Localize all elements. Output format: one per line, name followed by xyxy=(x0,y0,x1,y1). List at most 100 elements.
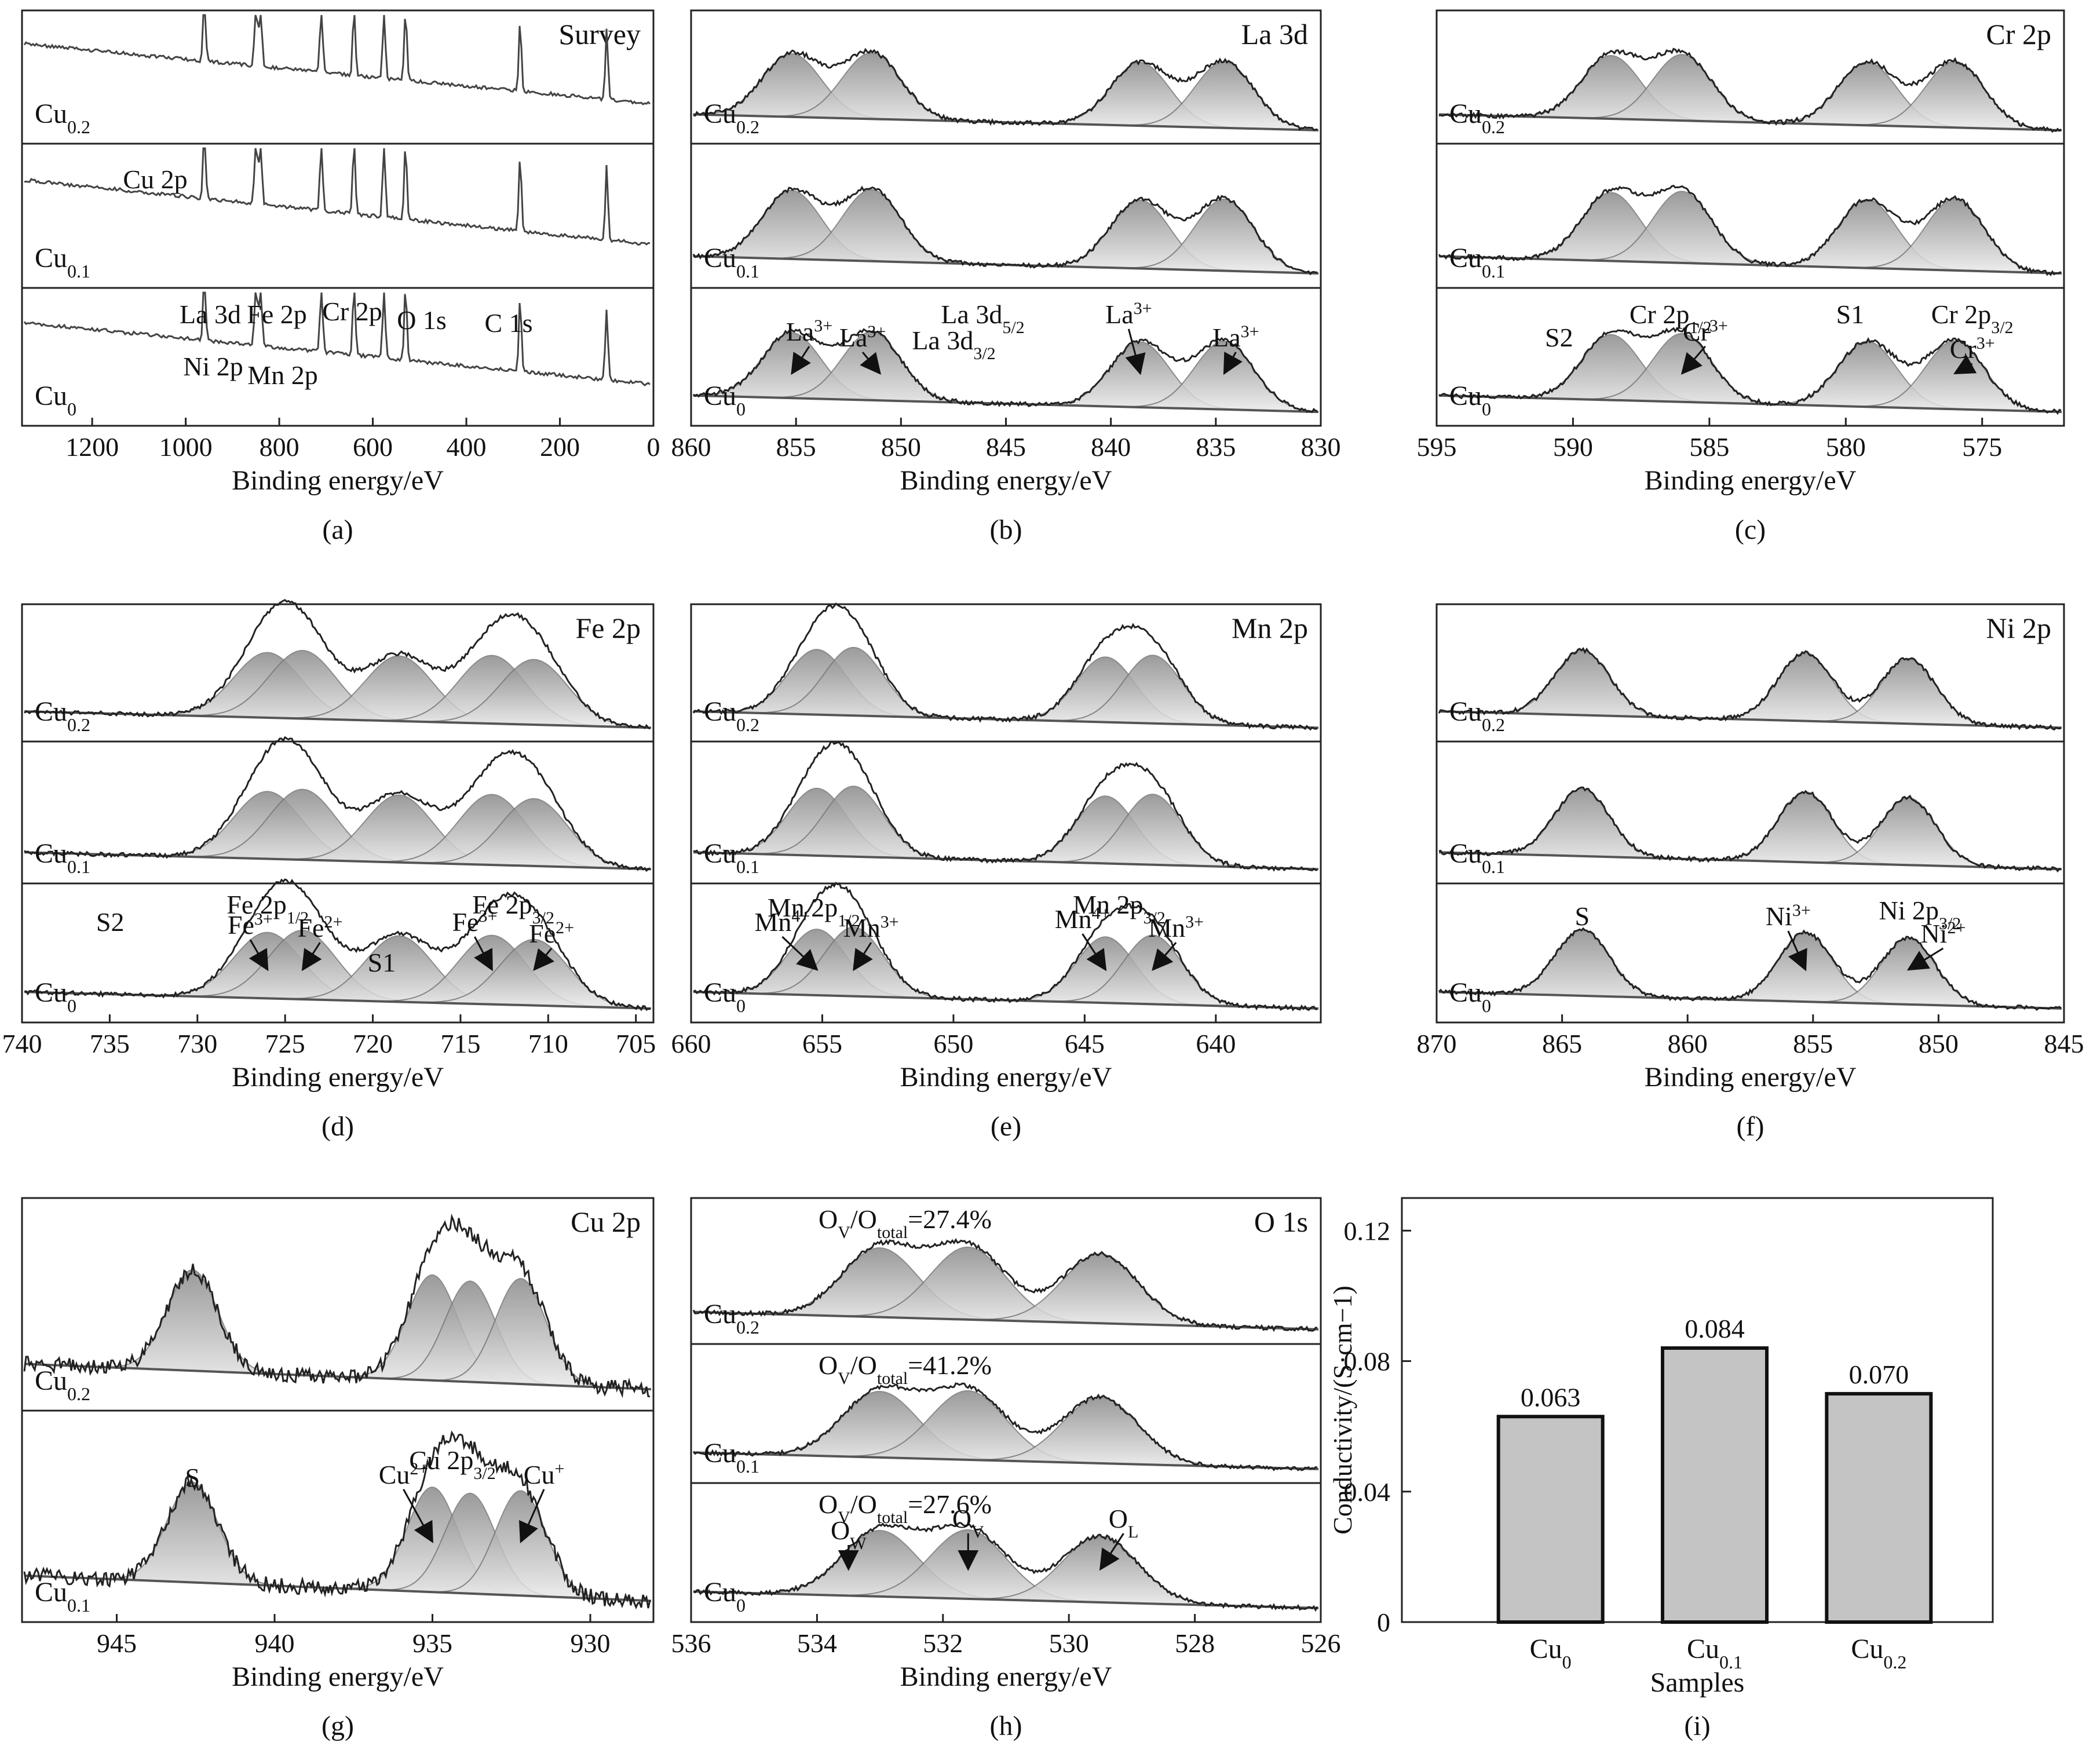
panel-label: (i) xyxy=(1684,1711,1710,1741)
sample-label: Cu0.1 xyxy=(1449,243,1505,282)
bar-Cu0.2 xyxy=(1825,1392,1933,1624)
panel-label: (a) xyxy=(322,514,353,545)
x-tick-label: 935 xyxy=(412,1628,452,1658)
x-tick-label: 0 xyxy=(647,432,660,462)
envelope-trace-Cu0.2 xyxy=(692,602,1318,731)
x-tick-label: 580 xyxy=(1826,432,1866,462)
sample-label: Cu0.2 xyxy=(1449,98,1505,137)
x-tick-label: 1200 xyxy=(65,432,119,462)
annotation-label: Mn4+ xyxy=(754,907,810,937)
sample-label: Cu0 xyxy=(1449,381,1491,419)
sample-label: Cu0.1 xyxy=(35,243,90,282)
annotation-label: Mn3+ xyxy=(1148,912,1204,943)
sample-label: Cu0.2 xyxy=(704,696,759,735)
background-line-Cu0 xyxy=(1438,991,2062,1010)
x-tick-label: 850 xyxy=(1919,1029,1959,1058)
panel-label: (f) xyxy=(1737,1111,1764,1142)
x-axis-label: Samples xyxy=(1650,1667,1745,1698)
annotation-label: Mn 2p3/2 xyxy=(1073,890,1166,927)
x-tick-label: 715 xyxy=(440,1029,480,1058)
sample-strip-frame xyxy=(21,1409,655,1623)
x-tick-label: 730 xyxy=(177,1029,217,1058)
x-tick-label: 830 xyxy=(1301,432,1341,462)
envelope-trace-Cu0.2 xyxy=(23,1213,651,1398)
panel-e: 660 655 650 645 640 Binding energy/eV (e) Mn 2p… xyxy=(671,602,1322,1142)
x-tick-label: 595 xyxy=(1417,432,1457,462)
panel-title: Mn 2p xyxy=(1232,612,1308,644)
annotation-label: La 3d xyxy=(180,300,241,329)
annotation-label: Cu2+ xyxy=(379,1459,429,1489)
sample-label: Cu0.2 xyxy=(704,98,759,137)
annotation-label: S xyxy=(1574,901,1590,931)
annotation-label: Cu 2p3/2 xyxy=(409,1445,496,1483)
x-axis-label: Binding energy/eV xyxy=(1645,1062,1857,1093)
x-tick-label: 850 xyxy=(881,432,921,462)
x-tick-label: 640 xyxy=(1196,1029,1236,1058)
component-peak-Cu0.1 xyxy=(1438,791,2062,870)
panel-title: Cu 2p xyxy=(571,1206,641,1238)
x-tick-label: 526 xyxy=(1301,1628,1341,1658)
x-tick-label: 400 xyxy=(447,432,487,462)
bar-Cu0 xyxy=(1496,1415,1605,1624)
annotation-label: Cu 2p xyxy=(123,165,187,194)
envelope-trace-Cu0 xyxy=(24,878,651,1011)
annotation-arrow xyxy=(860,351,881,375)
x-tick-label: 940 xyxy=(255,1628,295,1658)
panel-label: (c) xyxy=(1735,514,1766,545)
x-tick-label: 860 xyxy=(1668,1029,1708,1058)
panel-label: (e) xyxy=(991,1111,1021,1142)
envelope-trace-Cu0 xyxy=(692,328,1318,413)
x-tick-label: 860 xyxy=(671,432,711,462)
sample-label: Cu0 xyxy=(35,381,76,419)
x-category-label: Cu0.2 xyxy=(1851,1634,1906,1672)
x-tick-label: 200 xyxy=(540,432,580,462)
panel-d: 740 735 730 725 720 715 710 705 Binding energy/e… xyxy=(2,598,656,1142)
ov-ratio-label: OV/Ototal=27.6% xyxy=(819,1489,992,1527)
panel-c: 595 590 585 580 575 Binding energy/eV (c) Cr 2p… xyxy=(1417,9,2065,545)
y-tick-label: 0 xyxy=(1377,1608,1390,1637)
sample-label: Cu0 xyxy=(1449,977,1491,1016)
annotation-label: Fe3+ xyxy=(228,910,273,940)
envelope-trace-Cu0.2 xyxy=(692,1238,1317,1332)
sample-label: Cu0.2 xyxy=(1449,696,1505,735)
panel-label: (d) xyxy=(322,1111,354,1142)
annotation-label: Mn3+ xyxy=(843,912,899,943)
panel-i: 0 0.04 0.08 0.12 Conductivity/(S·cm−1) 0.063 C… xyxy=(1328,1197,1994,1741)
annotation-label: OV xyxy=(952,1504,984,1542)
annotation-arrow xyxy=(1125,328,1146,375)
sample-label: Cu0.1 xyxy=(35,1577,90,1616)
annotation-arrow xyxy=(1152,942,1177,972)
x-tick-label: 528 xyxy=(1175,1628,1215,1658)
annotation-arrow xyxy=(474,936,493,972)
background-line-Cu0.2 xyxy=(693,710,1319,729)
bar-value-label: 0.070 xyxy=(1849,1360,1909,1389)
annotation-label: La3+ xyxy=(1212,322,1259,352)
annotation-arrow xyxy=(533,948,554,972)
annotation-label: C 1s xyxy=(484,308,532,338)
sample-strip-frame xyxy=(1435,882,2065,1024)
annotation-label: Fe2+ xyxy=(297,912,342,943)
annotation-label: S xyxy=(185,1463,200,1492)
annotation-label: OL xyxy=(1109,1504,1139,1542)
annotation-label: S1 xyxy=(1836,300,1865,329)
sample-label: Cu0 xyxy=(704,977,746,1016)
background-line-Cu0 xyxy=(1438,394,2062,414)
annotation-label: Cu+ xyxy=(524,1459,565,1489)
envelope-trace-Cu0 xyxy=(693,1522,1318,1612)
bar-value-label: 0.084 xyxy=(1685,1314,1745,1343)
annotation-label: OW xyxy=(831,1515,867,1553)
sample-label: Cu0 xyxy=(704,381,746,419)
x-tick-label: 650 xyxy=(933,1029,973,1058)
x-tick-label: 840 xyxy=(1091,432,1131,462)
panel-title: Fe 2p xyxy=(576,612,641,644)
envelope-trace-Cu0.1 xyxy=(1438,786,2062,873)
y-tick-label: 0.04 xyxy=(1344,1477,1391,1507)
annotation-label: Cr 2p1/2 xyxy=(1630,300,1712,337)
survey-trace-Cu0 xyxy=(23,291,651,386)
sample-label: Cu0.1 xyxy=(704,243,759,282)
x-tick-label: 835 xyxy=(1196,432,1236,462)
sample-strip-frame xyxy=(690,882,1322,1024)
sample-label: Cu0.1 xyxy=(1449,838,1505,877)
envelope-trace-Cu0.1 xyxy=(23,1430,651,1610)
sample-strip-frame xyxy=(1435,287,2065,427)
